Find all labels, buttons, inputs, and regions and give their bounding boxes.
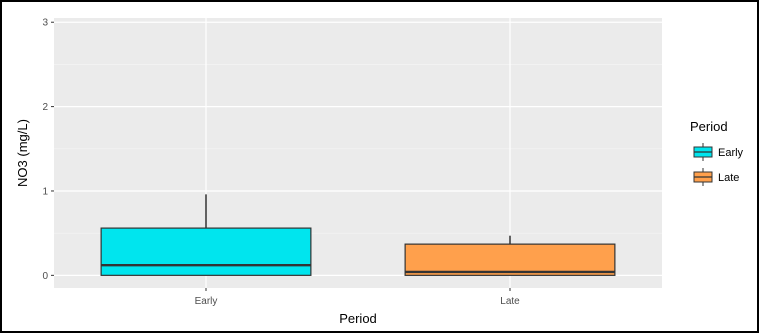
legend-label: Late: [718, 172, 739, 184]
box-late: [404, 235, 616, 276]
legend: Period Early Late: [690, 119, 744, 186]
box-iqr: [100, 227, 312, 276]
legend-label: Early: [718, 147, 744, 159]
y-tick-label: 1: [42, 186, 48, 197]
legend-items: Early Late: [693, 143, 744, 186]
legend-item-late: Late: [693, 168, 739, 186]
boxes: [100, 194, 616, 276]
y-axis-title: NO3 (mg/L): [15, 119, 30, 187]
legend-item-early: Early: [693, 143, 744, 161]
y-tick-label: 3: [42, 18, 48, 29]
y-tick-label: 0: [42, 271, 48, 282]
y-tick-label: 2: [42, 102, 48, 113]
legend-title: Period: [690, 119, 728, 134]
x-tick-label: Early: [195, 296, 218, 307]
box-iqr: [404, 243, 616, 276]
y-axis-ticks: 0 1 2 3: [42, 18, 54, 282]
x-axis-title: Period: [339, 311, 377, 326]
x-tick-label: Late: [500, 296, 520, 307]
box-early: [100, 194, 312, 276]
x-axis-ticks: Early Late: [195, 288, 520, 307]
